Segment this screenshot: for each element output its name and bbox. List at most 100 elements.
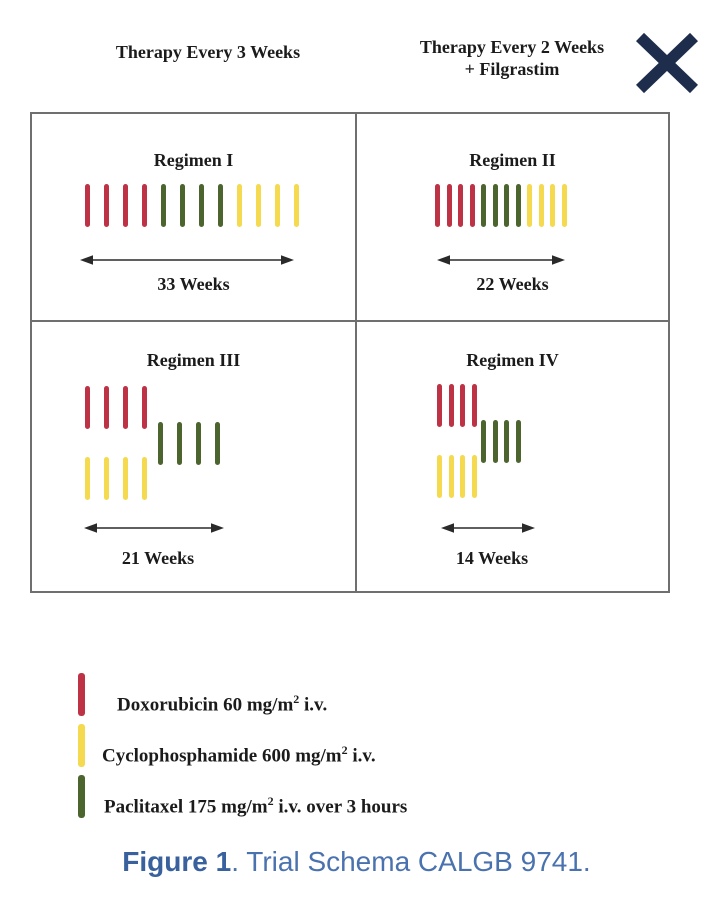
dose-ticks-row bbox=[85, 184, 299, 227]
paclitaxel-dose-tick bbox=[161, 184, 166, 227]
paclitaxel-dose-tick bbox=[199, 184, 204, 227]
legend-item-cyclophosphamide: Cyclophosphamide 600 mg/m2 i.v. bbox=[78, 724, 407, 767]
regimen-title: Regimen III bbox=[146, 350, 241, 370]
cyclophosphamide-dose-tick bbox=[256, 184, 261, 227]
doxorubicin-tick-group bbox=[85, 386, 147, 429]
cyclophosphamide-dose-tick bbox=[294, 184, 299, 227]
cyclophosphamide-legend-bar bbox=[78, 724, 85, 767]
doxorubicin-dose-tick bbox=[435, 184, 440, 227]
caption-figure-number: Figure 1 bbox=[122, 846, 232, 877]
duration-label: 14 Weeks bbox=[455, 548, 529, 568]
doxorubicin-dose-tick bbox=[458, 184, 463, 227]
doxorubicin-tick-group bbox=[435, 184, 475, 227]
arm-header-2-weeks-line1: Therapy Every 2 Weeks bbox=[419, 37, 605, 57]
doxorubicin-dose-tick bbox=[104, 184, 109, 227]
cyclophosphamide-dose-tick bbox=[527, 184, 532, 227]
duration-arrow bbox=[84, 523, 224, 533]
doxorubicin-dose-tick bbox=[85, 386, 90, 429]
regimen-title: Regimen II bbox=[469, 150, 556, 170]
duration-label: 21 Weeks bbox=[121, 548, 195, 568]
cyclophosphamide-dose-tick bbox=[104, 457, 109, 500]
arm-header-3-weeks: Therapy Every 3 Weeks bbox=[115, 42, 301, 62]
doxorubicin-dose-tick bbox=[460, 384, 465, 427]
paclitaxel-dose-tick bbox=[215, 422, 220, 465]
cyclophosphamide-dose-tick bbox=[437, 455, 442, 498]
doxorubicin-dose-tick bbox=[471, 384, 477, 427]
cyclophosphamide-tick-group bbox=[437, 455, 477, 498]
close-x-glyph bbox=[636, 32, 698, 94]
paclitaxel-legend-bar bbox=[78, 775, 85, 818]
duration-label: 33 Weeks bbox=[157, 274, 230, 294]
cyclophosphamide-tick-group bbox=[237, 184, 299, 227]
dose-ticks-row bbox=[435, 184, 567, 227]
cyclophosphamide-dose-tick bbox=[561, 184, 567, 227]
regimen-title: Regimen IV bbox=[466, 350, 559, 370]
doxorubicin-dose-tick bbox=[85, 184, 90, 227]
paclitaxel-tick-group bbox=[161, 184, 223, 227]
paclitaxel-dose-tick bbox=[481, 420, 486, 463]
regimen-iv-panel: Regimen IV 14 Weeks bbox=[357, 322, 668, 591]
cyclophosphamide-dose-tick bbox=[275, 184, 280, 227]
legend-item-doxorubicin: Doxorubicin 60 mg/m2 i.v. bbox=[78, 673, 407, 716]
paclitaxel-dose-tick bbox=[515, 184, 521, 227]
trial-schema-grid: Regimen I 33 Weeks Regimen II bbox=[30, 112, 670, 593]
legend-item-paclitaxel: Paclitaxel 175 mg/m2 i.v. over 3 hours bbox=[78, 775, 407, 818]
legend-text-post: i.v. bbox=[347, 745, 376, 766]
legend-superscript: 2 bbox=[293, 691, 300, 706]
paclitaxel-dose-tick bbox=[504, 420, 509, 463]
doxorubicin-legend-bar bbox=[78, 673, 85, 716]
paclitaxel-dose-tick bbox=[492, 420, 498, 463]
paclitaxel-tick-group bbox=[481, 184, 521, 227]
paclitaxel-dose-tick bbox=[196, 422, 201, 465]
paclitaxel-tick-group bbox=[158, 422, 220, 465]
paclitaxel-tick-group bbox=[481, 420, 521, 463]
cyclophosphamide-tick-group bbox=[85, 457, 147, 500]
drug-legend: Doxorubicin 60 mg/m2 i.v. Cyclophosphami… bbox=[78, 673, 407, 826]
paclitaxel-dose-tick bbox=[180, 184, 185, 227]
figure-caption: Figure 1. Trial Schema CALGB 9741. bbox=[0, 846, 713, 878]
cyclophosphamide-dose-tick bbox=[142, 457, 147, 500]
cyclophosphamide-dose-tick bbox=[448, 455, 454, 498]
cyclophosphamide-dose-tick bbox=[237, 184, 242, 227]
legend-text-pre: Doxorubicin 60 mg/m bbox=[117, 694, 294, 715]
doxorubicin-dose-tick bbox=[123, 184, 128, 227]
close-icon[interactable] bbox=[632, 30, 702, 96]
doxorubicin-dose-tick bbox=[142, 184, 147, 227]
legend-text-post: i.v. over 3 hours bbox=[273, 796, 408, 817]
duration-arrow bbox=[80, 255, 294, 265]
legend-label: Cyclophosphamide 600 mg/m2 i.v. bbox=[102, 744, 376, 767]
paclitaxel-dose-tick bbox=[158, 422, 163, 465]
doxorubicin-dose-tick bbox=[142, 386, 147, 429]
caption-text: . Trial Schema CALGB 9741. bbox=[231, 846, 591, 877]
legend-text-post: i.v. bbox=[299, 694, 328, 715]
cyclophosphamide-tick-group bbox=[527, 184, 567, 227]
paclitaxel-dose-tick bbox=[515, 420, 521, 463]
paclitaxel-dose-tick bbox=[218, 184, 223, 227]
doxorubicin-dose-tick bbox=[123, 386, 128, 429]
cyclophosphamide-dose-tick bbox=[471, 455, 477, 498]
regimen-ii-panel: Regimen II 22 Weeks bbox=[357, 114, 668, 322]
regimen-iii-panel: Regimen III 21 Weeks bbox=[32, 322, 357, 591]
duration-label: 22 Weeks bbox=[476, 274, 549, 294]
legend-superscript: 2 bbox=[341, 742, 348, 757]
doxorubicin-tick-group bbox=[85, 184, 147, 227]
arm-header-2-weeks: Therapy Every 2 Weeks + Filgrastim bbox=[372, 36, 652, 80]
doxorubicin-dose-tick bbox=[437, 384, 442, 427]
regimen-i-panel: Regimen I 33 Weeks bbox=[32, 114, 357, 322]
cyclophosphamide-dose-tick bbox=[550, 184, 555, 227]
paclitaxel-dose-tick bbox=[492, 184, 498, 227]
doxorubicin-dose-tick bbox=[446, 184, 452, 227]
doxorubicin-tick-group bbox=[437, 384, 477, 427]
cyclophosphamide-dose-tick bbox=[85, 457, 90, 500]
arm-header-2-weeks-line2: + Filgrastim bbox=[464, 59, 560, 79]
cyclophosphamide-dose-tick bbox=[123, 457, 128, 500]
legend-label: Paclitaxel 175 mg/m2 i.v. over 3 hours bbox=[104, 795, 407, 818]
duration-arrow bbox=[441, 523, 535, 533]
legend-label: Doxorubicin 60 mg/m2 i.v. bbox=[117, 693, 327, 716]
legend-text-pre: Paclitaxel 175 mg/m bbox=[104, 796, 268, 817]
doxorubicin-dose-tick bbox=[469, 184, 475, 227]
doxorubicin-dose-tick bbox=[104, 386, 109, 429]
cyclophosphamide-dose-tick bbox=[460, 455, 465, 498]
legend-text-pre: Cyclophosphamide 600 mg/m bbox=[102, 745, 342, 766]
